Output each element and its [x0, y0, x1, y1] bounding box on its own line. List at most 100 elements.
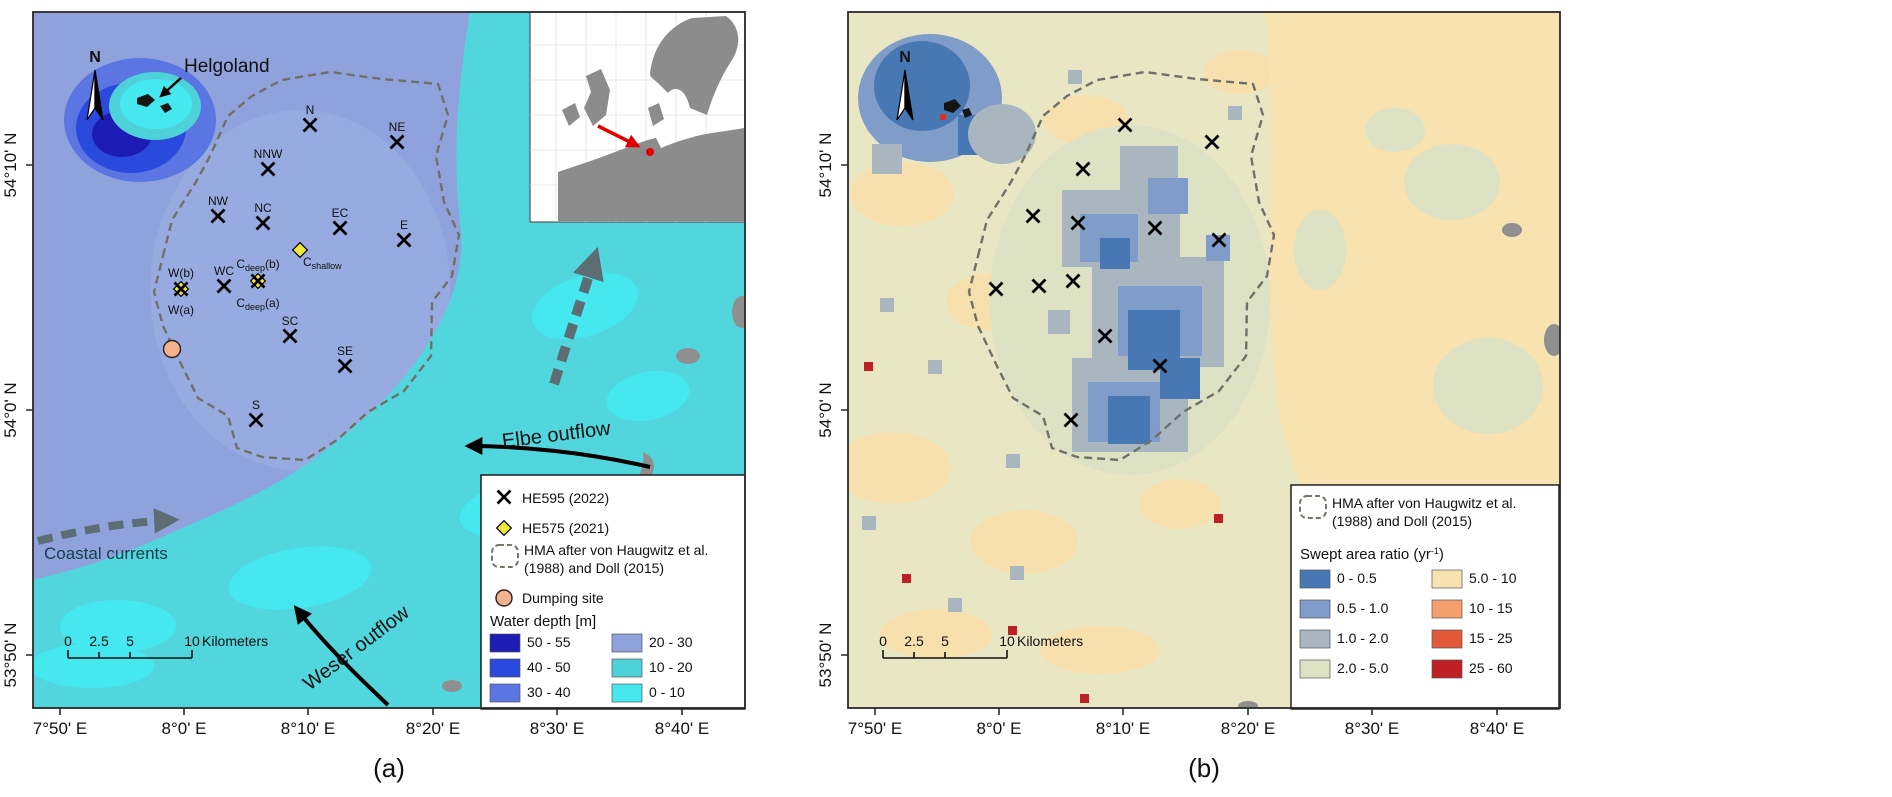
map-frame-b — [847, 11, 1561, 709]
svg-text:2.5: 2.5 — [904, 633, 924, 649]
panel-a: Elbe outflow Weser outflow Coastal curre… — [1, 11, 746, 783]
svg-text:1.0 - 2.0: 1.0 - 2.0 — [1337, 630, 1389, 646]
stations-a: N NE NNW NW NC EC E WC SC SE S W(b) W(a)… — [162, 103, 412, 428]
scalebar-a: 0 2.5 5 10 Kilometers — [64, 633, 268, 659]
station-c-shallow: Cshallow — [292, 242, 342, 271]
weser-outflow-arrow — [293, 605, 390, 707]
coastal-currents-label: Coastal currents — [44, 544, 168, 563]
station-w: W(b) W(a) — [168, 266, 194, 317]
svg-text:Cdeep(a): Cdeep(a) — [236, 296, 279, 312]
svg-text:5: 5 — [126, 633, 134, 649]
depth-swatch — [611, 658, 643, 678]
svg-text:10 - 20: 10 - 20 — [649, 659, 693, 675]
north-label: N — [899, 49, 911, 66]
axes-b: 7°50' E 8°0' E 8°10' E 8°20' E 8°30' E 8… — [816, 133, 1524, 738]
svg-text:0 - 0.5: 0 - 0.5 — [1337, 570, 1377, 586]
x-tick: 7°50' E — [848, 719, 902, 738]
svg-text:40 - 50: 40 - 50 — [527, 659, 571, 675]
svg-text:SC: SC — [282, 314, 299, 328]
svg-text:0: 0 — [879, 633, 887, 649]
helgoland-annotation: Helgoland — [159, 56, 270, 98]
svg-text:(1988) and Doll (2015): (1988) and Doll (2015) — [524, 560, 664, 576]
svg-text:20 - 30: 20 - 30 — [649, 634, 693, 650]
svg-text:Cshallow: Cshallow — [303, 255, 342, 271]
svg-text:E: E — [400, 218, 408, 232]
svg-text:Kilometers: Kilometers — [202, 633, 268, 649]
he575-label: HE575 (2021) — [522, 520, 609, 536]
station-nc: NC — [254, 201, 272, 231]
station-c-deep: Cdeep(b) Cdeep(a) — [236, 257, 279, 312]
depth-swatch — [611, 683, 643, 703]
svg-text:10: 10 — [184, 633, 200, 649]
y-tick: 53°50' N — [1, 623, 20, 688]
station-ec: EC — [332, 206, 349, 236]
station-ne: NE — [389, 120, 405, 150]
x-tick: 7°50' E — [33, 719, 87, 738]
station-nnw: NNW — [254, 147, 283, 177]
dumping-site-marker — [162, 339, 182, 359]
helgoland-pointer-arrow — [159, 77, 182, 98]
svg-text:50 - 55: 50 - 55 — [527, 634, 571, 650]
x-tick: 8°40' E — [655, 719, 709, 738]
y-tick: 54°10' N — [816, 133, 835, 198]
caption-b: (b) — [1188, 753, 1220, 783]
svg-text:(1988) and Doll (2015): (1988) and Doll (2015) — [1332, 513, 1472, 529]
caption-a: (a) — [373, 753, 405, 783]
depth-swatch — [489, 658, 521, 678]
svg-text:NC: NC — [254, 201, 272, 215]
svg-text:15 - 25: 15 - 25 — [1469, 630, 1513, 646]
helgoland-label: Helgoland — [184, 56, 270, 77]
north-arrow-a: N — [86, 49, 104, 121]
svg-text:0: 0 — [64, 633, 72, 649]
x-tick: 8°0' E — [161, 719, 206, 738]
svg-text:EC: EC — [332, 206, 349, 220]
hma-legend-icon — [1299, 495, 1327, 519]
svg-text:N: N — [306, 103, 315, 117]
coastal-current-arrow — [37, 508, 180, 545]
svg-text:HMA after von Haugwitz et al.: HMA after von Haugwitz et al. — [1332, 495, 1516, 511]
sar-swatch — [1299, 629, 1331, 649]
sar-swatch — [1299, 659, 1331, 679]
sar-swatch — [1431, 569, 1463, 589]
svg-text:2.0 - 5.0: 2.0 - 5.0 — [1337, 660, 1389, 676]
svg-text:10: 10 — [999, 633, 1015, 649]
sar-title: Swept area ratio (yr-1) — [1300, 546, 1444, 563]
hma-legend-icon — [491, 544, 519, 568]
sar-swatch — [1431, 629, 1463, 649]
svg-text:S: S — [252, 398, 260, 412]
depth-swatch — [489, 633, 521, 653]
station-s: S — [248, 398, 264, 428]
svg-text:2.5: 2.5 — [89, 633, 109, 649]
water-depth-title: Water depth [m] — [490, 613, 596, 630]
inset-landmasses — [558, 16, 744, 221]
station-se: SE — [337, 344, 353, 374]
legend-a: HE595 (2022) HE575 (2021) HMA after von … — [480, 474, 746, 710]
svg-text:WC: WC — [214, 264, 234, 278]
x-tick: 8°20' E — [406, 719, 460, 738]
depth-swatch — [489, 683, 521, 703]
svg-text:HMA after von Haugwitz et al.: HMA after von Haugwitz et al. — [524, 542, 708, 558]
svg-text:NNW: NNW — [254, 147, 283, 161]
elbe-outflow-arrow — [464, 437, 651, 469]
x-tick: 8°0' E — [976, 719, 1021, 738]
sar-swatch — [1431, 599, 1463, 619]
svg-text:Kilometers: Kilometers — [1017, 633, 1083, 649]
map-frame-a — [32, 11, 746, 709]
dumping-site-label: Dumping site — [522, 590, 604, 606]
svg-text:W(b): W(b) — [168, 266, 194, 280]
x-tick: 8°20' E — [1221, 719, 1275, 738]
dumping-site-icon — [495, 589, 513, 607]
panel-b: N 0 2.5 5 10 Kilometers HMA after von Ha… — [816, 11, 1561, 783]
sar-swatch — [1431, 659, 1463, 679]
north-arrow-b: N — [896, 49, 914, 121]
sar-swatch — [1299, 569, 1331, 589]
inset-locator-arrow — [597, 124, 641, 148]
legend-b: HMA after von Haugwitz et al. (1988) and… — [1290, 484, 1560, 710]
svg-text:NW: NW — [208, 194, 229, 208]
x-tick: 8°10' E — [1096, 719, 1150, 738]
he595-label: HE595 (2022) — [522, 490, 609, 506]
y-tick: 54°10' N — [1, 133, 20, 198]
station-e: E — [396, 218, 412, 248]
